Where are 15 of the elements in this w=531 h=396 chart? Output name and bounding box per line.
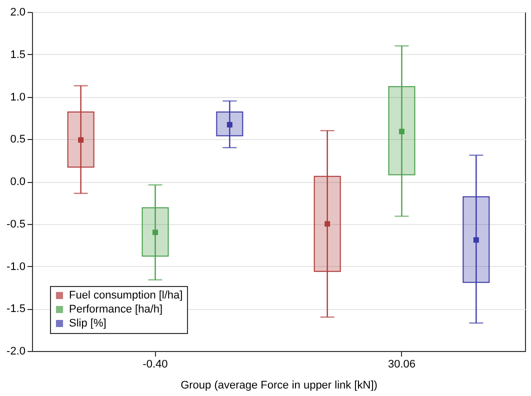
y-tick-label: -0.5 bbox=[6, 218, 26, 230]
y-tick-label: 0.0 bbox=[10, 176, 26, 188]
legend-label: Performance [ha/h] bbox=[69, 304, 163, 316]
y-tick-label: -2.0 bbox=[6, 346, 26, 358]
y-tick-label: -1.5 bbox=[6, 303, 26, 316]
y-tick-label: 0.5 bbox=[10, 134, 26, 146]
x-tick-label: -0.40 bbox=[142, 358, 168, 370]
x-axis-title: Group (average Force in upper link [kN]) bbox=[180, 380, 378, 392]
y-tick-label: -1.0 bbox=[6, 260, 26, 273]
y-tick-label: 1.5 bbox=[10, 48, 26, 61]
x-tick-label: 30.06 bbox=[388, 358, 416, 370]
legend-label: Slip [%] bbox=[69, 318, 106, 330]
legend-label: Fuel consumption [l/ha] bbox=[69, 290, 183, 302]
y-tick-label: 2.0 bbox=[10, 6, 26, 18]
y-tick-label: 1.0 bbox=[10, 91, 26, 104]
